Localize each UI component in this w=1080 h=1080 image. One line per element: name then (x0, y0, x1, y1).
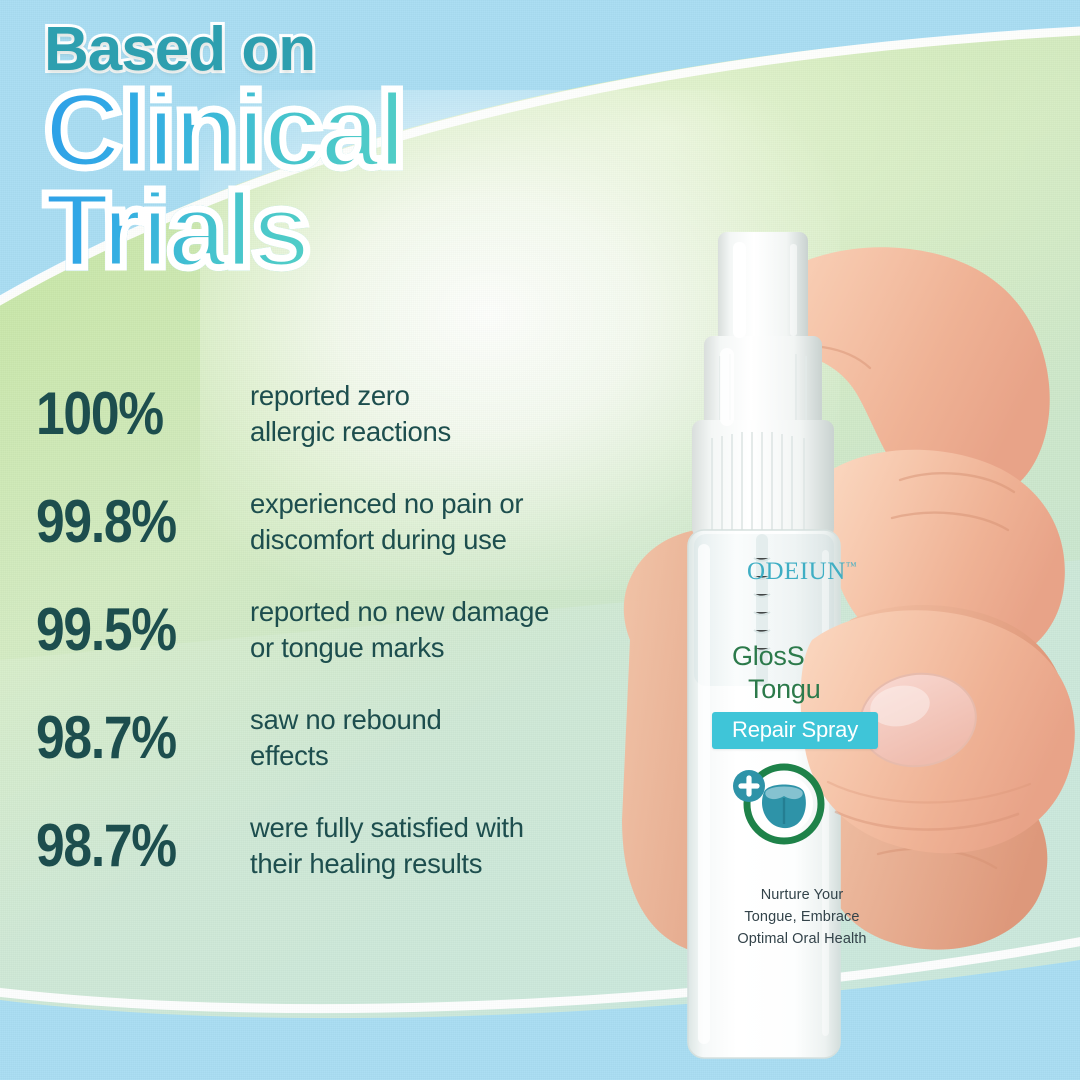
stat-description-line: their healing results (250, 848, 483, 879)
stat-description: experienced no pain or discomfort during… (248, 486, 523, 558)
stat-description: reported no new damage or tongue marks (248, 594, 549, 666)
stat-row: 99.5% reported no new damage or tongue m… (36, 588, 646, 672)
stat-percent: 100% (36, 380, 164, 447)
stat-description-line: effects (250, 740, 329, 771)
tagline-line-2: Tongue, Embrace (744, 909, 860, 926)
stat-row: 99.8% experienced no pain or discomfort … (36, 480, 646, 564)
headline-line-3-text: Trials (40, 168, 314, 290)
stat-description-line: reported zero (250, 380, 410, 412)
tongue-plus-emblem-icon (726, 758, 830, 855)
headline-block: Based on Clinical Trials (40, 15, 410, 287)
stat-description-line: discomfort during use (250, 524, 507, 555)
stat-description-line: reported no new damage (250, 596, 550, 628)
stat-description-line: allergic reactions (250, 416, 451, 447)
product-name: GlosS Tongu (718, 640, 886, 706)
trademark-symbol: ™ (845, 560, 858, 573)
stat-percent: 99.8% (36, 488, 177, 555)
stat-row: 98.7% were fully satisfied with their he… (36, 804, 646, 888)
stat-description: were fully satisfied with their healing … (248, 810, 524, 882)
headline-line-1: Based on (41, 15, 319, 85)
statistics-list: 100% reported zero allergic reactions 99… (36, 372, 646, 912)
product-name-line-1: GlosS (732, 641, 805, 671)
headline-line-3: Trials (40, 172, 404, 287)
product-brand-name: ODEIUN™ (718, 558, 886, 586)
stat-percent: 99.5% (36, 596, 177, 663)
stat-description-line: saw no rebound (250, 704, 442, 736)
tagline-line-3: Optimal Oral Health (737, 931, 867, 948)
stat-row: 98.7% saw no rebound effects (36, 696, 646, 780)
stat-description-line: or tongue marks (250, 632, 445, 663)
product-tagline: Nurture Your Tongue, Embrace Optimal Ora… (718, 884, 886, 950)
stat-description: saw no rebound effects (248, 702, 442, 774)
stat-row: 100% reported zero allergic reactions (36, 372, 646, 456)
product-type-badge: Repair Spray (712, 712, 878, 749)
tagline-line-1: Nurture Your (760, 887, 844, 903)
stat-percent: 98.7% (36, 812, 177, 879)
stat-description: reported zero allergic reactions (248, 378, 451, 450)
headline-line-2: Clinical (40, 72, 410, 187)
stat-description-line: experienced no pain or (250, 488, 524, 520)
product-name-line-2: Tongu (748, 673, 821, 704)
stat-description-line: were fully satisfied with (250, 812, 524, 844)
stat-percent: 98.7% (36, 704, 177, 771)
brand-text: ODEIUN (746, 558, 846, 585)
